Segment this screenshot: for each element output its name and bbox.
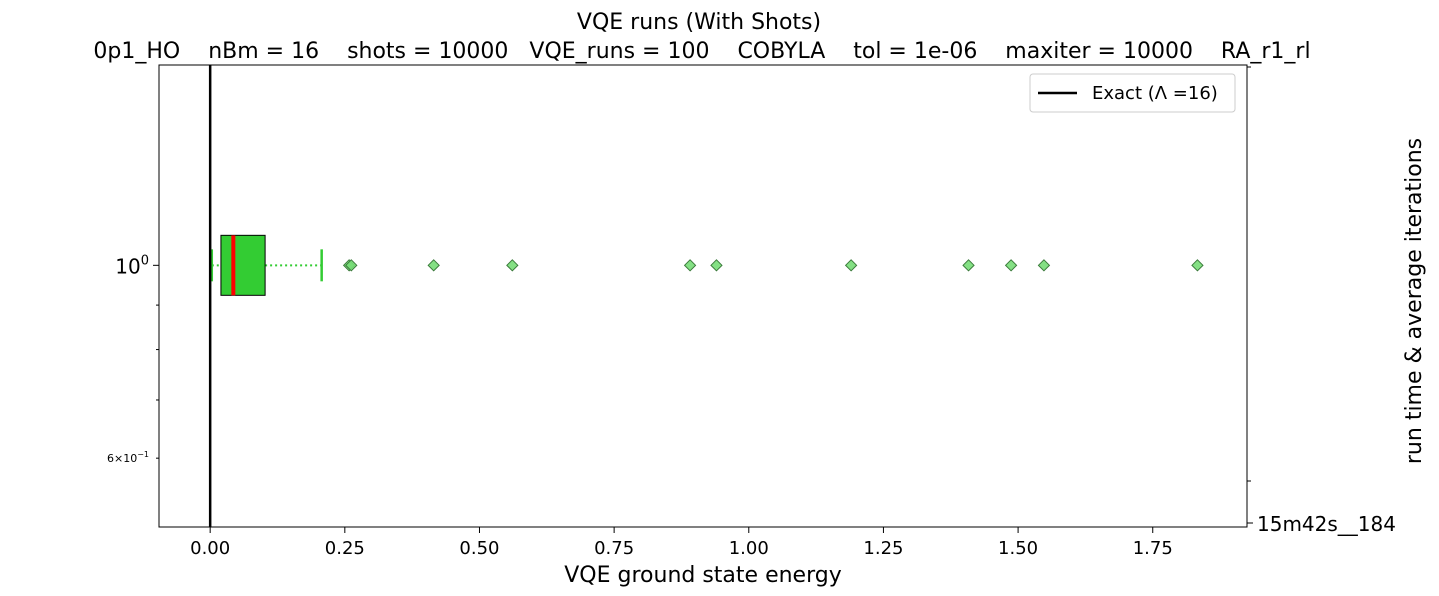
x-tick-label: 0.00 [190, 538, 230, 559]
x-tick-label: 0.75 [594, 538, 634, 559]
outlier-point [1037, 259, 1051, 272]
x-tick-label: 1.25 [863, 538, 903, 559]
legend: Exact (Λ =16) [1029, 73, 1236, 113]
legend-box [1029, 73, 1236, 113]
plot-marks [208, 65, 1204, 527]
plot-frame [158, 64, 1248, 528]
outlier-point [710, 259, 723, 272]
x-tick-label: 1.75 [1133, 538, 1173, 559]
outlier-point [506, 259, 519, 272]
outlier-point [1004, 259, 1018, 272]
y-minor-tick-label: 6×10−1 [107, 450, 149, 465]
right-y-tick-label: 15m42s__184 [1257, 512, 1396, 536]
x-tick-label: 0.50 [459, 538, 499, 559]
y-axis: 100 6×10−1 [107, 253, 159, 465]
outlier-point [345, 259, 358, 272]
outlier-point [962, 259, 975, 272]
iqr-box [220, 234, 266, 296]
x-tick-label: 0.25 [325, 538, 365, 559]
x-tick-label: 1.00 [729, 538, 769, 559]
right-y-axis-label: run time & average iterations [1402, 138, 1427, 464]
chart-subtitle: 0p1_HO nBm = 16 shots = 10000 VQE_runs =… [93, 39, 1310, 64]
x-axis: 0.00 0.25 0.50 0.75 1.00 1.25 1.50 1.75 [190, 527, 1173, 559]
outlier-point [1191, 259, 1204, 272]
y-tick-label: 100 [115, 253, 149, 278]
outlier-point [427, 259, 440, 272]
outlier-point [683, 259, 697, 272]
x-axis-label: VQE ground state energy [564, 563, 841, 588]
right-y-axis: 15m42s__184 [1247, 66, 1396, 536]
chart-title: VQE runs (With Shots) [577, 10, 821, 35]
outlier-point [844, 259, 858, 272]
legend-label-exact: Exact (Λ =16) [1092, 83, 1218, 104]
x-tick-label: 1.50 [998, 538, 1038, 559]
